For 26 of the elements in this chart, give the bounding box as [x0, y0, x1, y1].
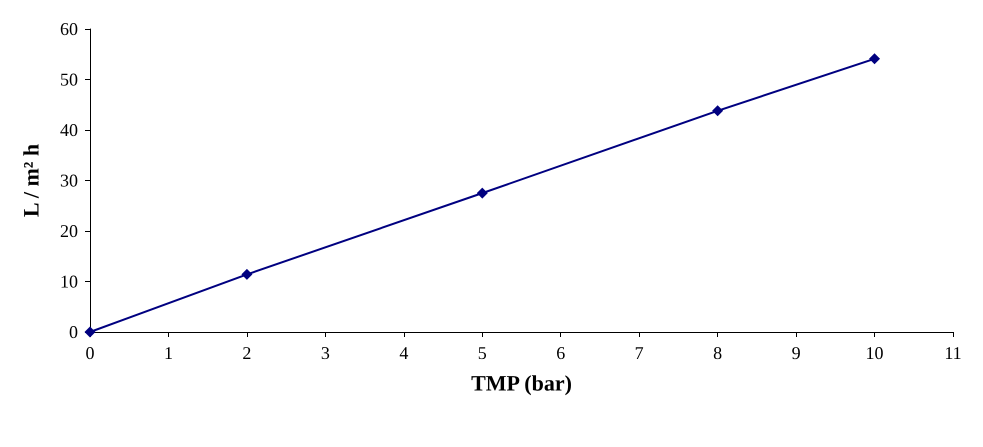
point — [712, 105, 724, 116]
x-tick-label: 5 — [478, 343, 487, 363]
x-tick-label: 8 — [713, 343, 722, 363]
y-tick-label: 50 — [60, 70, 78, 90]
x-tick-label: 11 — [944, 343, 962, 363]
x-tick-label: 2 — [242, 343, 252, 363]
x-tick-label: 7 — [634, 343, 644, 363]
y-axis-title: L / m² h — [18, 144, 44, 218]
y-tick-label: 20 — [60, 221, 78, 241]
point — [476, 188, 488, 199]
point — [241, 268, 252, 280]
point — [869, 53, 880, 64]
y-tick-label: 60 — [60, 19, 78, 39]
x-tick-label: 6 — [556, 343, 566, 363]
y-tick-label: 40 — [60, 120, 78, 140]
y-tick-label: 10 — [60, 272, 78, 292]
y-tick-label: 30 — [60, 170, 78, 190]
point — [84, 326, 96, 338]
x-tick-label: 0 — [86, 343, 94, 363]
x-tick-label: 9 — [792, 343, 801, 363]
y-tick-label: 0 — [69, 322, 78, 342]
x-tick-label: 1 — [164, 343, 173, 363]
x-tick-label: 4 — [399, 343, 408, 363]
x-axis-title: TMP (bar) — [471, 370, 572, 396]
x-tick-label: 3 — [320, 343, 330, 363]
x-tick-label: 10 — [866, 343, 884, 363]
